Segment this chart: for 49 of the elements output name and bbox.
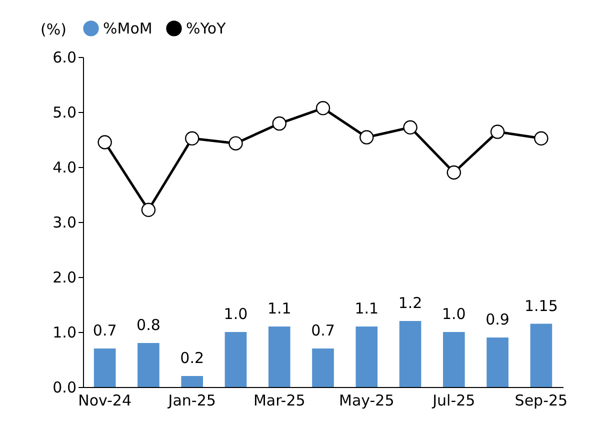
bar [268,326,290,387]
x-tick-label: Jan-25 [167,392,216,410]
bar [443,332,465,387]
point [316,101,330,116]
y-tick-label: 2.0 [52,268,76,286]
data-label: 0.8 [136,316,160,334]
y-tick-label: 3.0 [52,214,76,232]
legend-label: %YoY [186,19,227,38]
data-label: 0.2 [180,349,204,367]
x-tick-label: May-25 [339,392,394,410]
data-label: 1.2 [398,294,422,312]
data-label: 1.15 [524,296,558,315]
y-tick-label: 1.0 [52,324,76,342]
x-tick-label: Nov-24 [78,392,132,410]
bar [94,348,116,387]
x-tick-label: Sep-25 [514,392,568,410]
point [228,136,243,150]
bar [530,324,552,387]
data-label: 1.0 [224,305,248,323]
bar [356,326,378,387]
bar [399,321,422,387]
data-label: 1.1 [354,300,379,318]
point [534,131,548,146]
data-label: 1.0 [442,305,466,323]
data-label: 0.7 [311,322,335,340]
bar [181,376,203,387]
y-tick-label: 4.0 [52,158,76,176]
data-label: 1.1 [267,300,292,318]
point [141,202,156,218]
x-tick-label: Mar-25 [253,392,306,410]
bar [486,338,508,387]
point [490,124,505,139]
point [360,130,374,144]
y-tick-label: 5.0 [52,104,76,122]
y-axis-title: (%) [40,20,66,38]
y-tick-label: 0.0 [52,378,76,396]
bar [312,348,334,387]
legend-label: %MoM [103,19,152,38]
x-tick-label: Jul-25 [432,392,476,410]
bar [138,343,160,387]
y-tick-label: 6.0 [52,48,76,66]
point [446,165,462,180]
point [403,120,418,135]
data-label: 0.7 [92,322,117,340]
point [272,116,286,131]
bar [224,332,247,387]
point [98,135,112,150]
data-label: 0.9 [486,310,510,328]
point [184,131,200,146]
